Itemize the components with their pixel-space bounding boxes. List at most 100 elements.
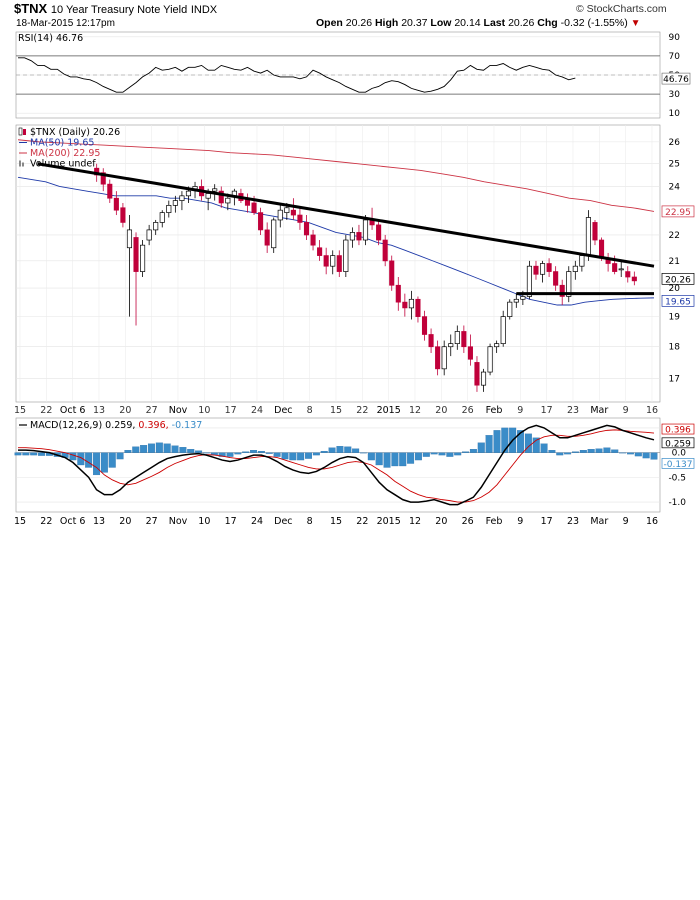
candle-body [585, 217, 591, 256]
price-x-tick-label: 16 [646, 405, 658, 416]
macd-x-tick-label: Mar [590, 516, 608, 527]
macd-histogram-bar [147, 443, 155, 453]
legend-candle-icon [23, 129, 26, 135]
candle-body [159, 212, 165, 223]
trendline [37, 162, 655, 268]
price-y-tick-label: 21 [669, 257, 680, 267]
price-x-tick-label: 13 [93, 405, 105, 416]
macd-histogram-bar [517, 430, 525, 453]
macd-histogram-bar [22, 452, 30, 456]
price-y-tick-label: 26 [669, 138, 681, 148]
macd-histogram-bar [603, 447, 611, 453]
price-x-tick-label: 23 [567, 405, 579, 416]
price-x-tick-label: 26 [462, 405, 474, 416]
macd-histogram-bar [462, 451, 470, 453]
macd-histogram-bar [485, 435, 493, 453]
price-y-tick-label: 24 [669, 182, 681, 192]
price-x-tick-label: Dec [274, 405, 292, 416]
macd-x-tick-label: 13 [93, 516, 105, 527]
macd-histogram-bar [352, 448, 360, 453]
macd-signal-last-value-box [661, 423, 695, 435]
macd-x-tick-label: 8 [307, 516, 313, 527]
candle-body [185, 190, 192, 197]
macd-legend-part: 0.259, [105, 420, 138, 431]
candle-body [513, 298, 519, 303]
macd-histogram-bar [257, 450, 265, 453]
rsi-y-tick-label: 10 [669, 109, 681, 119]
symbol: $TNX [14, 1, 48, 16]
macd-histogram-bar [38, 452, 46, 456]
macd-histogram-bar [540, 443, 548, 453]
macd-histogram-bar [305, 452, 313, 459]
price-x-tick-label: 15 [14, 405, 26, 416]
last-value: 20.26 [508, 17, 535, 29]
macd-histogram-bar [579, 450, 587, 453]
close-last-value: 20.26 [665, 275, 691, 285]
candle-body [428, 334, 434, 348]
chg-value: -0.32 (-1.55%) [560, 17, 628, 29]
macd-histogram-bar [202, 452, 210, 454]
candle-body [166, 205, 172, 213]
candle-body [140, 244, 146, 272]
macd-histogram-bar [619, 452, 627, 454]
macd-histogram-bar [93, 452, 101, 476]
legend-candle-icon [18, 127, 23, 136]
macd-x-tick-label: 22 [356, 516, 368, 527]
macd-histogram-bar [187, 449, 195, 453]
macd-x-tick-label: Oct 6 [60, 516, 86, 527]
macd-legend-part: -0.137 [172, 420, 203, 431]
candle-body [107, 183, 113, 199]
macd-histogram-bar [273, 452, 281, 457]
macd-x-tick-label: 9 [623, 516, 629, 527]
candle-body [323, 255, 329, 267]
macd-signal-last-value: 0.396 [665, 426, 691, 436]
candle-body [572, 265, 578, 272]
ma50-line [17, 176, 655, 306]
candle-body [362, 219, 369, 241]
candle-body [343, 239, 349, 272]
candle-body [330, 255, 336, 267]
candle-body [402, 301, 408, 309]
macd-histogram-bar [422, 452, 430, 457]
macd-histogram-bar [642, 452, 650, 459]
macd-x-tick-label: 12 [409, 516, 421, 527]
candle-body [126, 229, 133, 249]
candle-body [297, 214, 303, 223]
price-y-tick-label: 17 [669, 375, 680, 385]
rsi-last-value-box [661, 72, 691, 85]
macd-x-tick-label: 20 [435, 516, 447, 527]
macd-histogram-bar [611, 449, 619, 453]
macd-histogram-bar [454, 452, 462, 456]
macd-histogram-bar [155, 442, 163, 453]
legend-volume-icon [19, 160, 21, 167]
macd-x-tick-label: Feb [486, 516, 503, 527]
candle-body [218, 190, 224, 204]
macd-histogram-bar [532, 437, 540, 453]
candle-body [631, 276, 637, 282]
candle-body [467, 346, 473, 360]
macd-histogram-bar [595, 448, 603, 453]
macd-signal-line [18, 429, 655, 503]
candle-body [526, 265, 532, 297]
macd-histogram-bar [336, 446, 344, 453]
macd-x-tick-label: 9 [517, 516, 523, 527]
macd-legend-part: MACD(12,26,9) [30, 420, 105, 431]
macd-histogram-bar [477, 442, 485, 453]
macd-histogram-bar [391, 452, 399, 467]
price-x-tick-label: 2015 [377, 405, 401, 416]
macd-histogram-bar [344, 446, 352, 453]
candle-body [212, 188, 218, 192]
candle-body [303, 222, 310, 236]
candle-body [376, 224, 382, 241]
price-x-tick-label: 17 [541, 405, 553, 416]
candle-body [415, 298, 421, 317]
candle-body [612, 263, 618, 272]
macd-histogram-bar [289, 452, 297, 461]
macd-histogram-bar [650, 452, 658, 460]
candle-body [382, 239, 388, 262]
candle-body [277, 209, 283, 221]
legend-volume: Volume undef [30, 159, 96, 170]
candle-body [559, 284, 565, 297]
candle-body [461, 331, 467, 348]
close-last-value-box [661, 272, 695, 285]
